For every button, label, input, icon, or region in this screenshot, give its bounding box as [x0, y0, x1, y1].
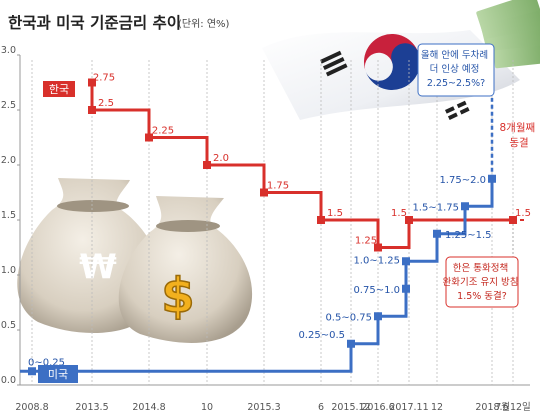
us-point: [433, 229, 441, 238]
korea-point: [405, 216, 413, 224]
y-tick-label: 2.5: [1, 100, 16, 111]
us-data-label: 1.25~1.5: [445, 230, 492, 241]
banknotes-icon: [476, 0, 540, 69]
korea-point: [145, 133, 153, 142]
chart-title: 한국과 미국 기준금리 추이: [8, 13, 181, 32]
x-tick-label: 2018.6: [475, 402, 508, 413]
svg-text:$: $: [161, 268, 194, 324]
us-data-label: 0~0.25: [28, 357, 65, 368]
dollar-money-bag-icon: $: [118, 196, 253, 343]
x-tick-label: 2015.3: [247, 402, 280, 413]
y-tick-label: 0.0: [1, 375, 16, 386]
korea-freeze-callout: 8개월째 동결: [499, 122, 538, 149]
us-forecast-callout: 올해 안에 두차례 더 인상 예정 2.25~2.5%?: [417, 43, 495, 97]
y-tick-label: 1.5: [1, 210, 16, 221]
korea-data-label: 1.25: [355, 236, 377, 247]
us-data-label: 0.5~0.75: [325, 312, 372, 323]
korea-data-label: 1.5: [327, 208, 343, 219]
us-point: [461, 202, 469, 211]
korea-data-label: 1.75: [267, 181, 289, 192]
svg-text:₩: ₩: [79, 247, 117, 287]
x-tick-label: 7월12일: [495, 401, 531, 413]
korea-point: [317, 216, 325, 224]
korea-data-label: 1.5: [391, 208, 407, 219]
x-tick-label: 2017.11: [389, 402, 428, 413]
us-point: [374, 312, 382, 321]
legend-korea: 한국: [43, 81, 75, 97]
us-data-label: 1.5~1.75: [412, 202, 459, 213]
us-data-label: 1.75~2.0: [439, 175, 486, 186]
us-point: [402, 284, 410, 293]
korea-data-label: 2.75: [93, 73, 115, 84]
us-data-label: 1.0~1.25: [353, 255, 400, 266]
us-data-label: 0.25~0.5: [298, 330, 345, 341]
korea-data-label: 2.0: [213, 153, 229, 164]
us-point: [488, 174, 496, 183]
us-point: [28, 367, 36, 376]
korea-point: [374, 243, 382, 252]
y-tick-label: 0.5: [1, 320, 16, 331]
x-tick-label: 2016.6: [361, 402, 394, 413]
korea-point: [509, 216, 517, 224]
y-tick-label: 1.0: [1, 265, 16, 276]
x-tick-label: 2013.5: [75, 402, 108, 413]
x-tick-label: 2014.8: [132, 402, 165, 413]
korea-point: [88, 78, 96, 87]
svg-text:8개월째 동결: 8개월째 동결: [499, 122, 538, 149]
x-tick-label: 6: [318, 402, 324, 413]
svg-text:올해 안에 두차례 더 인상 예정: 올해 안에 두차례 더 인상 예정 2.25~2.5%?: [421, 49, 491, 89]
korea-point: [203, 161, 211, 169]
x-tick-label: 2008.8: [15, 402, 48, 413]
svg-text:한은 통화정책 완화기조 유지 방침: 한은 통화정책 완화기조 유지 방침 1.5% 동결?: [443, 263, 522, 302]
korea-data-label: 2.25: [152, 126, 174, 137]
korea-point: [260, 188, 268, 197]
korea-point: [88, 106, 96, 114]
legend-us-label: 미국: [48, 368, 68, 381]
x-tick-label: 12: [431, 402, 443, 413]
us-point: [347, 339, 355, 348]
korea-policy-callout: 한은 통화정책 완화기조 유지 방침 1.5% 동결?: [443, 256, 522, 308]
y-tick-label: 2.0: [1, 155, 16, 166]
us-point: [402, 257, 410, 266]
x-tick-label: 10: [201, 402, 213, 413]
chart-unit-note: (단위: 연%): [178, 17, 230, 30]
y-tick-label: 3.0: [1, 45, 16, 56]
x-tick-label: 2015.12: [331, 402, 370, 413]
us-data-label: 0.75~1.0: [353, 285, 400, 296]
legend-korea-label: 한국: [49, 83, 69, 96]
legend-us: 미국: [38, 365, 78, 383]
korea-data-label: 2.5: [98, 98, 114, 109]
korea-data-label: 1.5: [515, 208, 531, 219]
